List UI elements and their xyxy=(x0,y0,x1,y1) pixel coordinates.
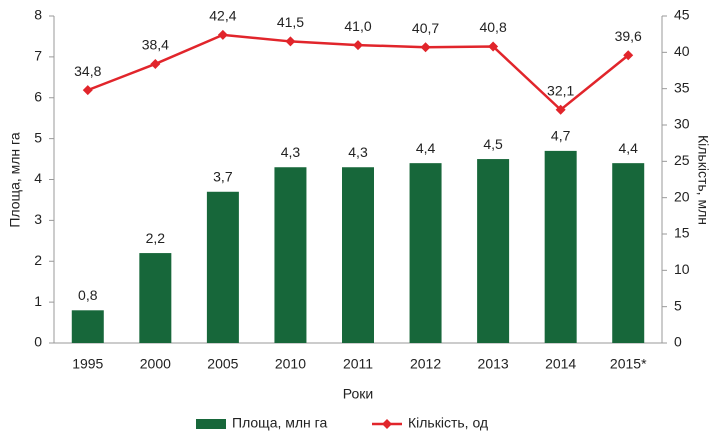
y2-tick-label: 5 xyxy=(674,297,682,313)
bar xyxy=(206,191,239,343)
y-tick-label: 1 xyxy=(34,293,42,309)
line-marker xyxy=(82,85,93,96)
x-tick-label: 2013 xyxy=(478,356,509,372)
line-label: 41,5 xyxy=(277,14,304,30)
x-tick-label: 2010 xyxy=(275,356,306,372)
y2-tick-label: 15 xyxy=(674,225,690,241)
line-label: 32,1 xyxy=(547,82,574,98)
x-tick-label: 2012 xyxy=(410,356,441,372)
line-marker xyxy=(285,36,296,47)
bar xyxy=(544,150,577,343)
x-tick-label: 2000 xyxy=(140,356,171,372)
line-label: 38,4 xyxy=(142,37,169,53)
bar xyxy=(612,163,645,343)
y2-tick-label: 20 xyxy=(674,188,690,204)
line-label: 42,4 xyxy=(209,8,236,24)
bar xyxy=(409,163,442,343)
legend-label: Кількість, од xyxy=(408,415,488,431)
bar xyxy=(274,167,307,343)
bar-label: 4,3 xyxy=(348,144,368,160)
line-marker xyxy=(623,50,634,61)
x-tick-label: 2015* xyxy=(610,356,647,372)
line-label: 40,8 xyxy=(479,19,506,35)
line-marker xyxy=(555,104,566,115)
bar xyxy=(139,253,172,343)
bar xyxy=(342,167,374,343)
line-label: 41,0 xyxy=(344,18,371,34)
legend-swatch xyxy=(196,419,226,429)
y2-axis-label: Кількість, млн xyxy=(695,135,711,225)
legend-label: Площа, млн га xyxy=(232,415,327,431)
bar-label: 2,2 xyxy=(146,230,166,246)
bar xyxy=(71,310,104,343)
bar-label: 4,4 xyxy=(416,140,436,156)
y2-tick-label: 30 xyxy=(674,116,690,132)
line-label: 34,8 xyxy=(74,63,101,79)
y-tick-label: 2 xyxy=(34,252,42,268)
y-tick-label: 6 xyxy=(34,88,42,104)
line-marker xyxy=(353,40,363,51)
x-tick-label: 1995 xyxy=(72,356,103,372)
bar-label: 4,7 xyxy=(551,128,571,144)
y2-tick-label: 10 xyxy=(674,261,690,277)
line-marker xyxy=(488,41,499,52)
x-axis-label: Роки xyxy=(343,386,373,402)
y-tick-label: 7 xyxy=(34,48,42,64)
y2-tick-label: 35 xyxy=(674,79,690,95)
y-tick-label: 0 xyxy=(34,334,42,350)
y2-tick-label: 0 xyxy=(674,334,682,350)
bar xyxy=(477,159,510,343)
y-tick-label: 8 xyxy=(34,7,42,23)
y-tick-label: 3 xyxy=(34,211,42,227)
y2-tick-label: 40 xyxy=(674,43,690,59)
bar-label: 4,5 xyxy=(483,136,503,152)
line-label: 39,6 xyxy=(615,28,642,44)
bar-label: 4,4 xyxy=(618,140,638,156)
x-tick-label: 2011 xyxy=(343,356,373,372)
line-marker xyxy=(420,42,431,53)
y-tick-label: 5 xyxy=(34,129,42,145)
x-tick-label: 2014 xyxy=(545,356,576,372)
y2-tick-label: 25 xyxy=(674,152,690,168)
line-label: 40,7 xyxy=(412,20,439,36)
x-tick-label: 2005 xyxy=(207,356,238,372)
y-tick-label: 4 xyxy=(34,170,42,186)
line-marker xyxy=(217,29,228,40)
bar-label: 4,3 xyxy=(281,144,301,160)
y-axis-label: Площа, млн га xyxy=(7,132,23,227)
y2-tick-label: 45 xyxy=(674,7,690,23)
bar-label: 0,8 xyxy=(78,287,98,303)
legend-marker xyxy=(382,419,392,429)
line-marker xyxy=(150,58,161,69)
bar-label: 3,7 xyxy=(213,168,233,184)
